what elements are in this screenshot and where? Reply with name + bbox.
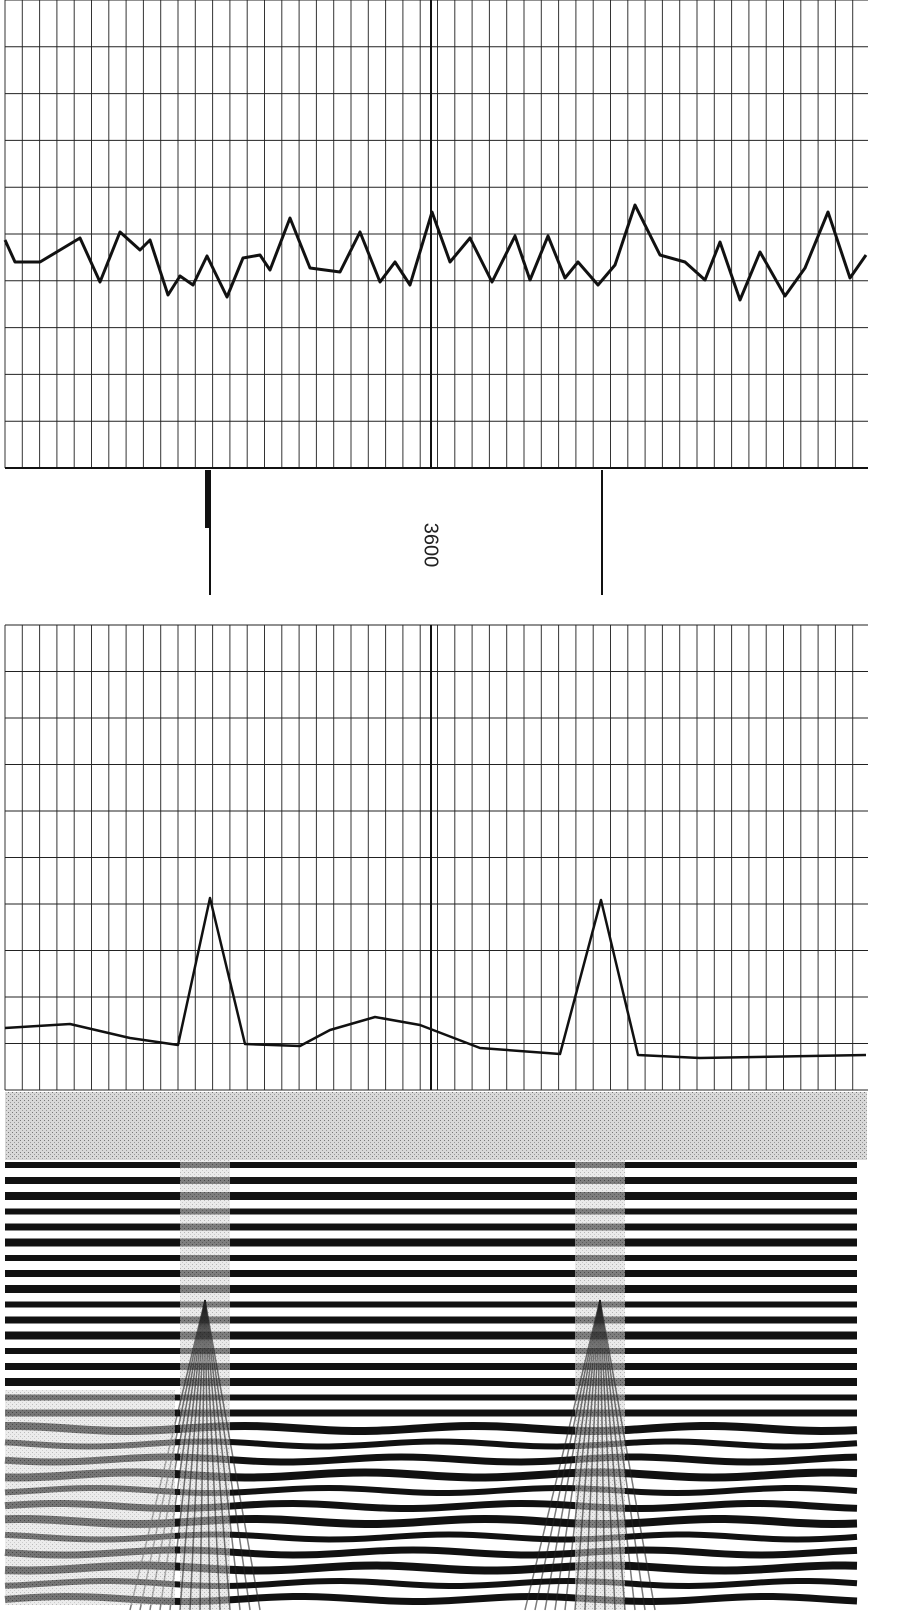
lower-trace <box>4 896 867 1060</box>
diffraction <box>594 1299 601 1611</box>
diffraction <box>204 1299 261 1611</box>
depth-label: 3600 <box>420 523 442 568</box>
diffraction <box>204 1299 251 1611</box>
diffraction <box>204 1299 211 1611</box>
diffraction <box>179 1299 206 1611</box>
diffraction <box>204 1299 221 1611</box>
diffraction <box>599 1299 616 1611</box>
diffraction <box>544 1299 601 1611</box>
diffraction <box>554 1299 601 1611</box>
diffraction <box>524 1299 601 1611</box>
gray-band <box>5 1092 867 1160</box>
diffraction <box>599 1299 636 1611</box>
diffraction <box>169 1299 206 1611</box>
upper-trace <box>3 203 868 302</box>
seismic-section <box>4 1160 858 1611</box>
lower-grid <box>4 624 868 1091</box>
diffraction <box>534 1299 601 1611</box>
diffraction <box>199 1299 206 1611</box>
diffraction <box>204 1299 241 1611</box>
diffraction <box>189 1299 206 1611</box>
diffraction <box>574 1299 601 1611</box>
diffraction <box>204 1299 231 1611</box>
diffraction <box>564 1299 601 1611</box>
diffraction <box>599 1299 656 1611</box>
fault-zone <box>575 1160 625 1610</box>
gray-zone <box>5 1390 175 1605</box>
diffraction <box>584 1299 601 1611</box>
fault-zone <box>180 1160 230 1610</box>
upper-grid <box>4 0 868 469</box>
marker-left-tab <box>205 470 211 528</box>
diffraction <box>599 1299 626 1611</box>
diffraction <box>599 1299 646 1611</box>
diffraction <box>599 1299 606 1611</box>
